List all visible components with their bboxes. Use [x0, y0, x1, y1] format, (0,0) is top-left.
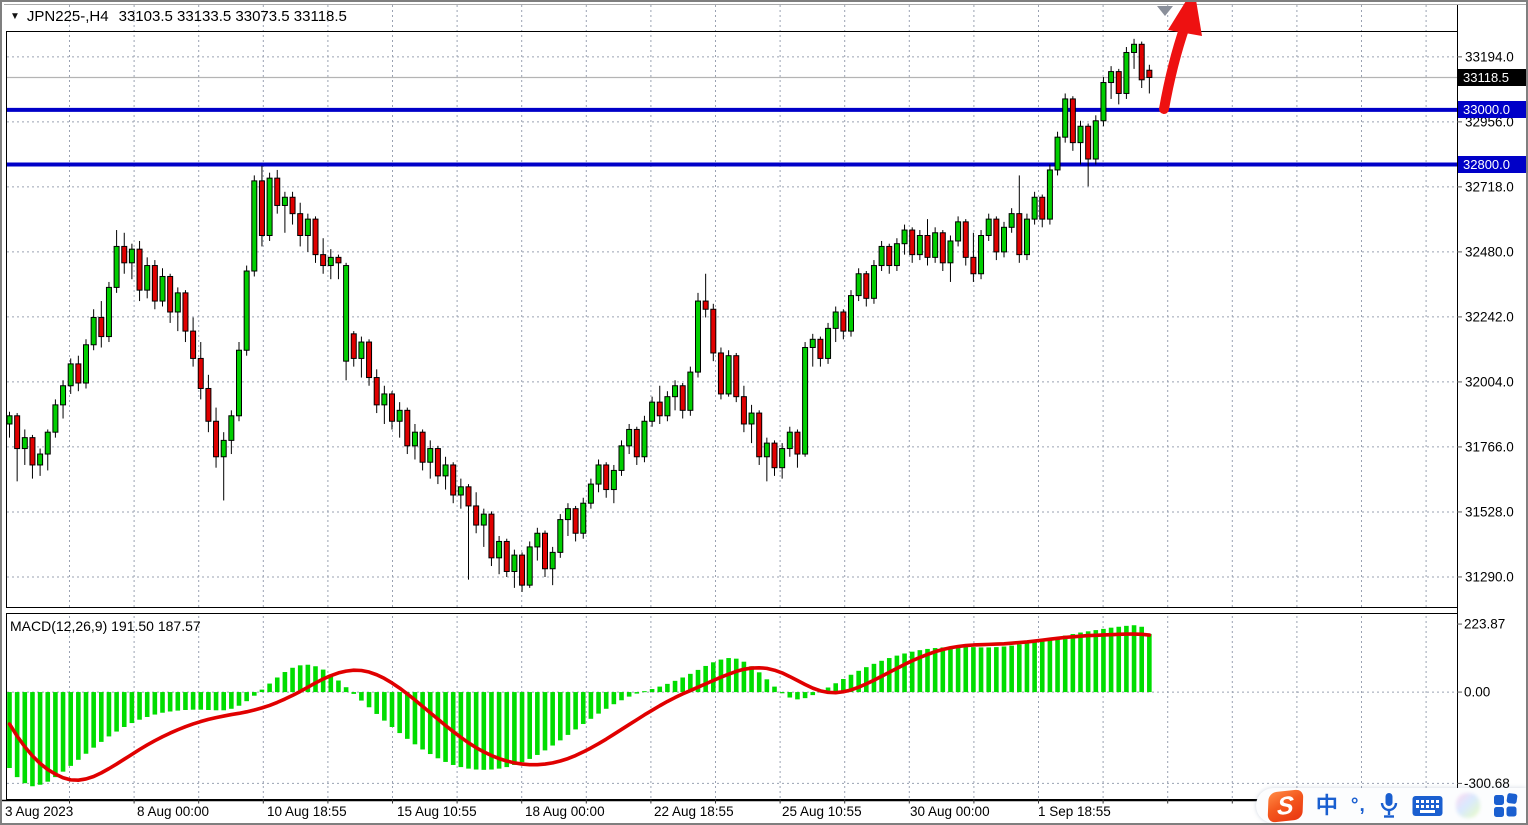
chinese-mode-icon[interactable]: 中: [1315, 792, 1338, 818]
collapse-triangle-icon[interactable]: ▼: [10, 11, 20, 22]
svg-text:3 Aug 2023: 3 Aug 2023: [5, 804, 73, 819]
latest-bar-marker-triangle-icon: [1157, 6, 1173, 16]
svg-text:31290.0: 31290.0: [1465, 569, 1514, 584]
candlesticks: [6, 38, 1153, 592]
symbol-period-label: JPN225-,H4: [26, 8, 109, 25]
svg-text:1 Sep 18:55: 1 Sep 18:55: [1038, 804, 1111, 819]
trend-arrow[interactable]: [1159, 2, 1202, 114]
svg-text:32242.0: 32242.0: [1465, 309, 1514, 324]
svg-text:32480.0: 32480.0: [1465, 244, 1514, 259]
ohlc-values-label: 33103.5 33133.5 33073.5 33118.5: [118, 8, 347, 25]
svg-text:10 Aug 18:55: 10 Aug 18:55: [267, 804, 347, 819]
svg-text:30 Aug 00:00: 30 Aug 00:00: [910, 804, 990, 819]
microphone-icon[interactable]: [1379, 792, 1399, 819]
price-level-badge-33000[interactable]: 33000.0: [1458, 101, 1526, 119]
chart-title: ▼ JPN225-,H4 33103.5 33133.5 33073.5 331…: [10, 8, 347, 25]
svg-text:15 Aug 10:55: 15 Aug 10:55: [397, 804, 477, 819]
macd-axis[interactable]: 223.87 0.00 -300.68: [1457, 617, 1510, 791]
svg-text:31528.0: 31528.0: [1465, 504, 1514, 519]
keyboard-icon[interactable]: [1412, 795, 1443, 817]
grid-lines: [7, 5, 1457, 798]
macd-indicator-label: MACD(12,26,9) 191.50 187.57: [10, 618, 201, 634]
current-price-badge: 33118.5: [1458, 68, 1526, 86]
sogou-input-toolbar: S 中 °,: [1256, 788, 1526, 823]
svg-text:18 Aug 00:00: 18 Aug 00:00: [525, 804, 605, 819]
svg-text:22 Aug 18:55: 22 Aug 18:55: [654, 804, 734, 819]
svg-text:223.87: 223.87: [1464, 617, 1505, 632]
svg-text:32004.0: 32004.0: [1465, 374, 1514, 389]
punctuation-icon[interactable]: °,: [1350, 794, 1366, 816]
toolbox-grid-icon[interactable]: [1493, 793, 1518, 818]
svg-text:0.00: 0.00: [1464, 685, 1490, 700]
svg-text:32718.0: 32718.0: [1465, 179, 1514, 194]
macd-signal-line: [7, 632, 1152, 782]
svg-text:33194.0: 33194.0: [1465, 49, 1514, 64]
sogou-logo-icon[interactable]: S: [1267, 788, 1304, 823]
price-level-badge-32800[interactable]: 32800.0: [1458, 155, 1526, 173]
time-axis[interactable]: 3 Aug 2023 8 Aug 00:00 10 Aug 18:55 15 Aug …: [5, 799, 1427, 820]
svg-text:31766.0: 31766.0: [1465, 439, 1514, 454]
macd-histogram: [7, 625, 1152, 787]
svg-text:-300.68: -300.68: [1464, 776, 1510, 791]
svg-text:25 Aug 10:55: 25 Aug 10:55: [782, 804, 862, 819]
price-axis[interactable]: 33194.032956.032718.032480.032242.032004…: [1457, 49, 1514, 584]
svg-text:8 Aug 00:00: 8 Aug 00:00: [137, 804, 209, 819]
skin-icon[interactable]: [1455, 793, 1480, 818]
